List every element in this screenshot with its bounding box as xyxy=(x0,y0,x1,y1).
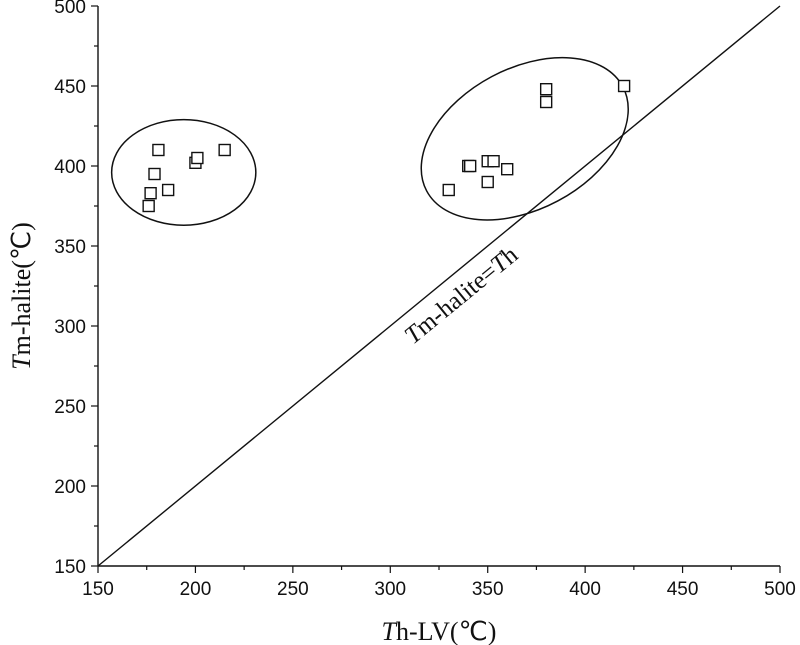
group-ellipse-1 xyxy=(110,118,257,226)
data-points xyxy=(142,79,631,213)
y-tick-label: 500 xyxy=(54,0,86,18)
reference-line-group: Tm-halite=Th xyxy=(97,5,781,567)
data-point xyxy=(191,151,204,165)
data-point xyxy=(487,154,500,168)
x-tick-label: 250 xyxy=(277,579,309,600)
data-point xyxy=(142,199,155,213)
reference-line-label-part: m-halite= xyxy=(410,258,502,341)
x-tick-label: 300 xyxy=(374,579,406,600)
data-point xyxy=(161,183,175,197)
data-point xyxy=(539,82,553,96)
x-tick-label: 150 xyxy=(82,579,114,600)
reference-line xyxy=(97,5,781,567)
axes xyxy=(91,5,781,573)
y-axis-title: Tm-halite(℃) xyxy=(7,222,36,370)
data-point xyxy=(463,159,477,173)
y-tick-label: 150 xyxy=(54,557,86,578)
y-tick-label: 300 xyxy=(54,317,86,338)
x-axis-title: Th-LV(℃) xyxy=(382,617,497,645)
y-tick-label: 450 xyxy=(54,77,86,98)
x-tick-label: 200 xyxy=(180,579,212,600)
reference-line-label: Tm-halite=Th xyxy=(400,241,524,350)
x-tick-label: 400 xyxy=(569,579,601,600)
y-tick-label: 250 xyxy=(54,397,86,418)
tick-labels: 150 200 250 300 350 400 450 500 150 200 250 300 350 4… xyxy=(54,0,796,600)
y-axis-title-rest: m-halite(℃) xyxy=(7,222,36,355)
x-axis-title-italic: T xyxy=(382,617,398,645)
x-axis-title-rest: h-LV(℃) xyxy=(396,617,496,645)
x-tick-label: 500 xyxy=(764,579,796,600)
data-point xyxy=(218,143,231,157)
y-axis-title-italic: T xyxy=(7,354,36,370)
group-ellipses xyxy=(110,56,629,226)
data-point xyxy=(539,95,553,109)
data-point xyxy=(481,175,494,189)
data-point xyxy=(501,162,514,176)
data-point xyxy=(148,167,161,181)
x-tick-label: 350 xyxy=(472,579,504,600)
data-point xyxy=(442,183,455,197)
data-point xyxy=(617,79,631,93)
x-tick-label: 450 xyxy=(667,579,699,600)
y-tick-label: 200 xyxy=(54,477,86,498)
data-point xyxy=(144,186,157,200)
y-tick-label: 400 xyxy=(54,157,86,178)
y-tick-label: 350 xyxy=(54,237,86,258)
axis-titles: Th-LV(℃)Tm-halite(℃) xyxy=(7,222,496,645)
group-ellipse-2 xyxy=(420,56,629,221)
data-point xyxy=(152,143,165,157)
